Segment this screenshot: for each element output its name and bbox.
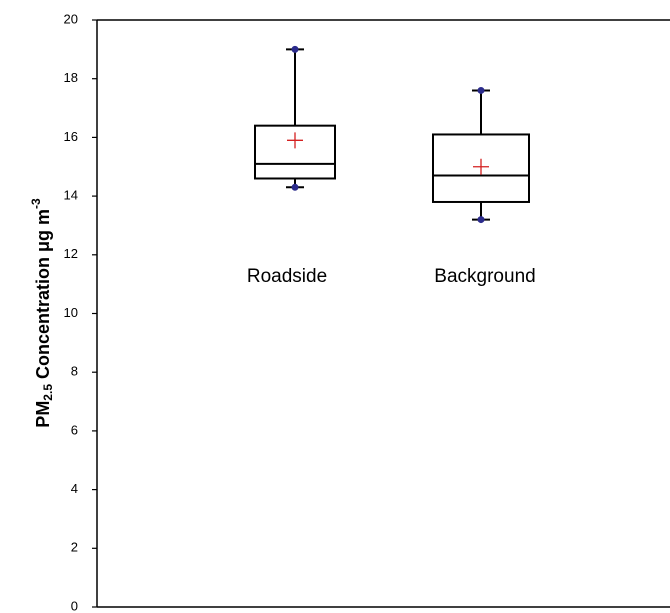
y-label-rest: Concentration μg m: [33, 209, 53, 384]
box: [432, 133, 530, 203]
y-label-sub: 2.5: [41, 384, 55, 401]
y-tick-label: 4: [71, 481, 78, 496]
max-point: [291, 45, 299, 53]
category-label: Roadside: [247, 266, 327, 287]
min-point: [477, 216, 485, 224]
box: [254, 124, 336, 180]
y-tick-label: 10: [64, 305, 78, 320]
y-tick-label: 0: [71, 598, 78, 613]
y-tick-label: 2: [71, 540, 78, 555]
y-tick-label: 8: [71, 364, 78, 379]
mean-marker: [287, 132, 303, 149]
y-axis-label: PM2.5 Concentration μg m-3: [29, 198, 55, 428]
y-label-main: PM: [33, 401, 53, 428]
y-label-sup: -3: [29, 198, 43, 209]
y-tick-label: 20: [64, 11, 78, 26]
y-tick-label: 14: [64, 188, 78, 203]
y-tick-label: 16: [64, 129, 78, 144]
y-tick-label: 12: [64, 246, 78, 261]
min-point: [291, 183, 299, 191]
category-label: Background: [434, 266, 535, 287]
y-tick-label: 6: [71, 422, 78, 437]
max-point: [477, 86, 485, 94]
y-tick-label: 18: [64, 70, 78, 85]
mean-marker: [473, 158, 489, 175]
